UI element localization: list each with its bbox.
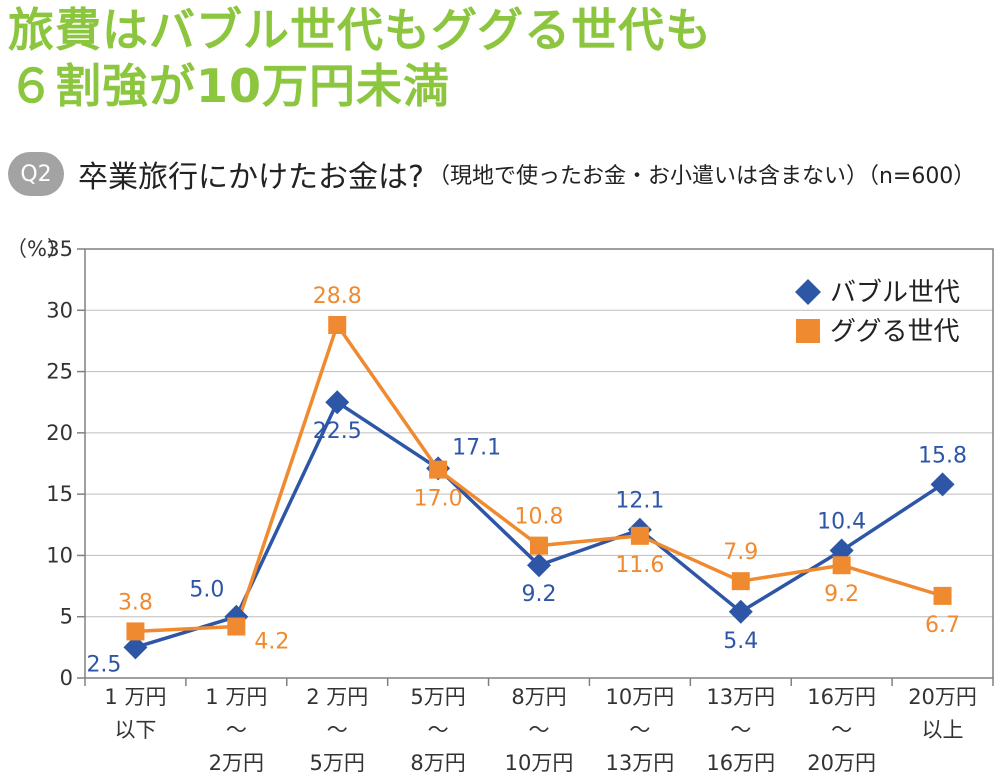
x-category-label-line: ～ (226, 718, 247, 742)
y-axis-unit-label: （%） (6, 237, 68, 261)
bubble-data-label: 15.8 (918, 443, 967, 468)
gugu-data-label: 28.8 (313, 284, 362, 309)
gugu-data-label: 9.2 (824, 582, 859, 607)
gugu-data-label: 6.7 (925, 613, 960, 638)
x-category-label: 1 万円 ～ 2万円 (205, 685, 267, 775)
x-category-label-line: 13万円 (706, 685, 775, 709)
label-layer: 2.5 5.0 22.5 17.1 9.2 12.1 5.4 10.4 15.8 3.8 4.2 28… (86, 284, 967, 677)
bubble-marker (728, 599, 753, 624)
x-category-label-line: 2万円 (209, 751, 264, 775)
series-layer (123, 315, 955, 660)
x-category-label-line: 以下 (114, 718, 156, 742)
y-tick-label: 35 (46, 237, 73, 261)
y-tick-label: 0 (60, 666, 73, 690)
x-category-label: 10万円 ～ 13万円 (606, 685, 675, 775)
x-category-label-line: 8万円 (511, 685, 566, 709)
gugu-marker (530, 536, 548, 555)
gugu-data-label: 17.0 (414, 487, 463, 512)
x-category-label-line: 5万円 (310, 751, 365, 775)
y-tick-label: 30 (46, 298, 73, 322)
legend-label: バブル世代 (830, 278, 960, 308)
x-category-label-line: 1 万円 (205, 685, 267, 709)
x-category-label: 5万円 ～ 8万円 (410, 685, 465, 775)
x-category-label-line: 16万円 (706, 751, 775, 775)
bubble-marker (325, 390, 350, 415)
bubble-data-label: 5.4 (723, 629, 758, 654)
x-category-label: 8万円 ～ 10万円 (505, 685, 574, 775)
x-category-label-line: 5万円 (410, 685, 465, 709)
bubble-data-label: 10.4 (817, 510, 866, 535)
x-category-label-line: ～ (428, 718, 449, 742)
question-note: （現地で使ったお金・お小遣いは含まない）（n=600） (427, 164, 976, 189)
x-category-label: 20万円以上 (908, 685, 977, 742)
gugu-data-label: 4.2 (254, 630, 289, 655)
y-tick-label: 5 (60, 605, 73, 629)
x-category-label-line: 以上 (922, 718, 964, 742)
x-category-label-line: 1 万円 (104, 685, 166, 709)
legend-diamond-icon (795, 279, 821, 305)
bubble-data-label: 5.0 (189, 578, 224, 603)
x-category-label: 16万円 ～ 20万円 (807, 685, 876, 775)
x-category-label-line: 10万円 (505, 751, 574, 775)
bubble-marker (527, 553, 551, 578)
x-category-label-line: 20万円 (908, 685, 977, 709)
question-text: 卒業旅行にかけたお金は? (78, 160, 424, 195)
legend-square-icon (796, 319, 820, 343)
x-category-label-line: 16万円 (807, 685, 876, 709)
y-tick-label: 20 (46, 421, 73, 445)
plot-frame (84, 248, 994, 679)
gugu-data-label: 7.9 (723, 540, 758, 565)
legend-label: ググる世代 (830, 317, 959, 347)
x-category-label-line: 2 万円 (306, 685, 368, 709)
bubble-marker (123, 635, 148, 660)
bubble-data-label: 2.5 (86, 652, 121, 677)
bubble-data-label: 9.2 (522, 582, 557, 607)
x-category-label-line: ～ (327, 718, 348, 742)
x-category-label-line: ～ (831, 718, 852, 742)
gugu-marker (731, 572, 750, 591)
x-category-label: 2 万円 ～ 5万円 (306, 685, 368, 775)
x-category-label-line: 20万円 (807, 751, 876, 775)
y-tick-label: 10 (46, 543, 73, 567)
bubble-data-label: 17.1 (452, 435, 501, 460)
x-category-label-line: ～ (629, 718, 650, 742)
headline-line-2: ６割強が10万円未満 (8, 59, 451, 113)
question-row: Q2 卒業旅行にかけたお金は? （現地で使ったお金・お小遣いは含まない）（n=6… (8, 152, 975, 196)
x-category-label-line: 10万円 (606, 685, 675, 709)
x-category-label: 13万円 ～ 16万円 (706, 685, 775, 775)
x-category-label: 1 万円以下 (104, 685, 166, 742)
headline-line-1: 旅費はバブル世代もググる世代も (8, 3, 713, 57)
gugu-marker (126, 622, 145, 641)
gugu-marker (429, 460, 448, 479)
x-category-label-line: 8万円 (410, 751, 465, 775)
x-category-label-line: ～ (730, 718, 751, 742)
bubble-data-label: 12.1 (615, 489, 664, 514)
headline: 旅費はバブル世代もググる世代も ６割強が10万円未満 (8, 2, 712, 114)
gugu-data-label: 10.8 (515, 505, 564, 530)
gugu-marker (328, 315, 347, 334)
y-tick-label: 25 (46, 360, 73, 384)
bubble-data-label: 22.5 (313, 419, 362, 444)
x-category-label-line: 13万円 (606, 751, 675, 775)
gugu-marker (630, 526, 649, 545)
gugu-marker (933, 586, 952, 605)
x-category-label-line: ～ (529, 718, 550, 742)
y-tick-label: 15 (46, 482, 73, 506)
bubble-marker (930, 472, 955, 497)
gugu-marker (832, 556, 851, 575)
gugu-data-label: 11.6 (615, 553, 664, 578)
question-badge: Q2 (8, 152, 64, 196)
gugu-data-label: 3.8 (118, 590, 153, 615)
gugu-marker (227, 617, 246, 636)
